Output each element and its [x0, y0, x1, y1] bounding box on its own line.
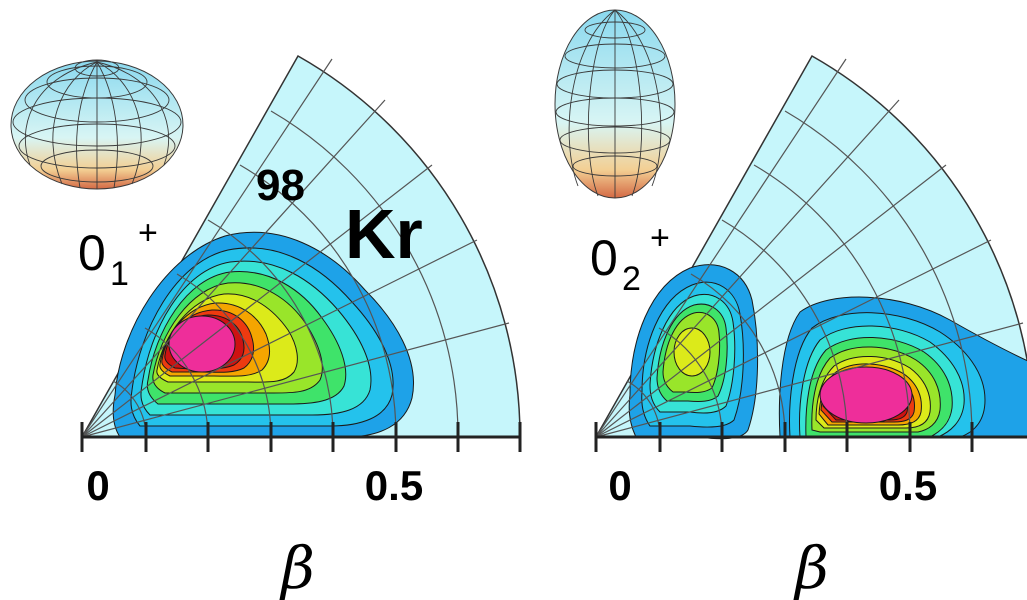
polar-grid: [595, 58, 1024, 438]
state-subscript: 2: [622, 260, 641, 298]
oblate-spheroid-icon: [10, 59, 184, 190]
tick-label-zero: 0: [608, 462, 631, 509]
state-label-ground: 0 1 +: [78, 214, 158, 293]
element-symbol: Kr: [345, 195, 423, 273]
mass-number: 98: [256, 161, 305, 210]
tick-label-half: 0.5: [879, 462, 937, 509]
nucleus-label: 98 Kr: [256, 161, 423, 273]
axis-label-beta: β: [793, 534, 829, 600]
beta-axis: [80, 422, 522, 452]
state-superscript: +: [138, 214, 158, 252]
beta-axis: [594, 422, 1027, 452]
state-base: 0: [78, 225, 106, 281]
panel-excited-state: 0 0.5 β 0 2 +: [554, 9, 1027, 600]
state-label-excited: 0 2 +: [590, 219, 670, 298]
energy-contours-prolate-minimum: [778, 296, 1027, 438]
energy-contours-oblate-minimum: [628, 264, 759, 440]
state-superscript: +: [650, 219, 670, 257]
tick-label-zero: 0: [86, 462, 109, 509]
state-base: 0: [590, 230, 618, 286]
polar-grid: [81, 58, 510, 438]
tick-label-half: 0.5: [365, 462, 423, 509]
state-subscript: 1: [110, 255, 129, 293]
panel-ground-state: 0 0.5 β 0 1 + 98 Kr: [10, 54, 522, 600]
prolate-spheroid-icon: [554, 9, 676, 199]
axis-label-beta: β: [279, 534, 315, 600]
